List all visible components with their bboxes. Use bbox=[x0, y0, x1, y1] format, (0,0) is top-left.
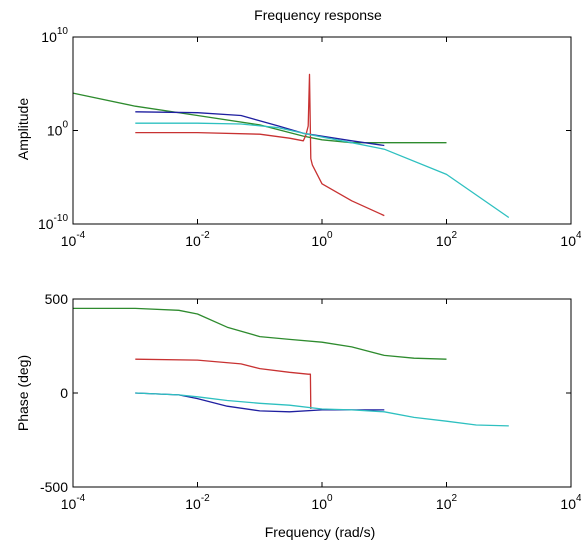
x-tick-label-base: 10 bbox=[61, 496, 77, 512]
x-tick-label-base: 10 bbox=[311, 233, 327, 249]
y-tick-label: 10-10 bbox=[38, 213, 68, 232]
x-tick-label-base: 10 bbox=[185, 496, 201, 512]
y-tick-label-base: 10 bbox=[41, 29, 57, 45]
x-tick-label: 102 bbox=[436, 230, 458, 249]
x-tick-label-base: 10 bbox=[61, 233, 77, 249]
x-tick-label: 102 bbox=[436, 493, 458, 512]
series-line-3 bbox=[135, 73, 385, 217]
y-tick-label: 0 bbox=[60, 385, 68, 401]
x-tick-label-exponent: -4 bbox=[76, 493, 85, 504]
x-tick-label-exponent: 2 bbox=[452, 493, 458, 504]
x-tick-label-exponent: 0 bbox=[327, 230, 333, 241]
series-line-4 bbox=[135, 122, 510, 219]
phase-ylabel: Phase (deg) bbox=[15, 355, 31, 431]
series-line-4 bbox=[135, 392, 509, 427]
frequency-xlabel: Frequency (rad/s) bbox=[265, 524, 375, 540]
x-tick-label-base: 10 bbox=[560, 496, 576, 512]
x-tick-label: 10-2 bbox=[185, 493, 210, 512]
x-tick-label-exponent: -2 bbox=[201, 230, 210, 241]
y-tick-label: 500 bbox=[45, 291, 69, 307]
x-tick-label-exponent: 0 bbox=[327, 493, 333, 504]
y-tick-label-exponent: 0 bbox=[62, 120, 68, 131]
phase-axes: Phase (deg) Frequency (rad/s) 10-4 10-2 10… bbox=[15, 291, 581, 540]
x-tick-label-base: 10 bbox=[185, 233, 201, 249]
series-line-1 bbox=[72, 92, 447, 144]
y-tick-label-base: 10 bbox=[38, 216, 54, 232]
x-tick-label: 100 bbox=[311, 493, 333, 512]
amplitude-axes: Frequency response Amplitude 10-4 10-2 100… bbox=[15, 7, 581, 249]
x-tick-label-exponent: 4 bbox=[576, 230, 581, 241]
series-line-2 bbox=[135, 358, 312, 410]
x-tick-label-exponent: 4 bbox=[576, 493, 581, 504]
series-line-2 bbox=[135, 111, 385, 147]
y-tick-label: -500 bbox=[40, 479, 68, 495]
x-tick-label-base: 10 bbox=[436, 496, 452, 512]
y-tick-label-exponent: 10 bbox=[57, 26, 69, 37]
y-tick-label-exponent: -10 bbox=[54, 213, 69, 224]
x-tick-label-base: 10 bbox=[436, 233, 452, 249]
x-tick-label-base: 10 bbox=[560, 233, 576, 249]
chart-title: Frequency response bbox=[254, 7, 382, 23]
x-tick-label-base: 10 bbox=[311, 496, 327, 512]
amplitude-series-group bbox=[72, 73, 510, 219]
x-tick-label: 104 bbox=[560, 230, 581, 249]
x-tick-label: 10-4 bbox=[61, 230, 86, 249]
phase-series-group bbox=[73, 307, 509, 427]
series-line-1 bbox=[73, 307, 447, 360]
y-tick-label: 100 bbox=[47, 120, 69, 139]
amplitude-axes-frame bbox=[72, 36, 572, 225]
y-tick-label: 1010 bbox=[41, 26, 68, 45]
x-tick-label-exponent: -4 bbox=[76, 230, 85, 241]
amplitude-ylabel: Amplitude bbox=[15, 98, 31, 160]
y-tick-label-base: 10 bbox=[47, 123, 63, 139]
x-tick-label: 10-4 bbox=[61, 493, 86, 512]
x-tick-label-exponent: 2 bbox=[452, 230, 458, 241]
x-tick-label: 104 bbox=[560, 493, 581, 512]
x-tick-label: 10-2 bbox=[185, 230, 210, 249]
x-tick-label: 100 bbox=[311, 230, 333, 249]
x-tick-label-exponent: -2 bbox=[201, 493, 210, 504]
phase-axes-frame bbox=[72, 298, 572, 488]
